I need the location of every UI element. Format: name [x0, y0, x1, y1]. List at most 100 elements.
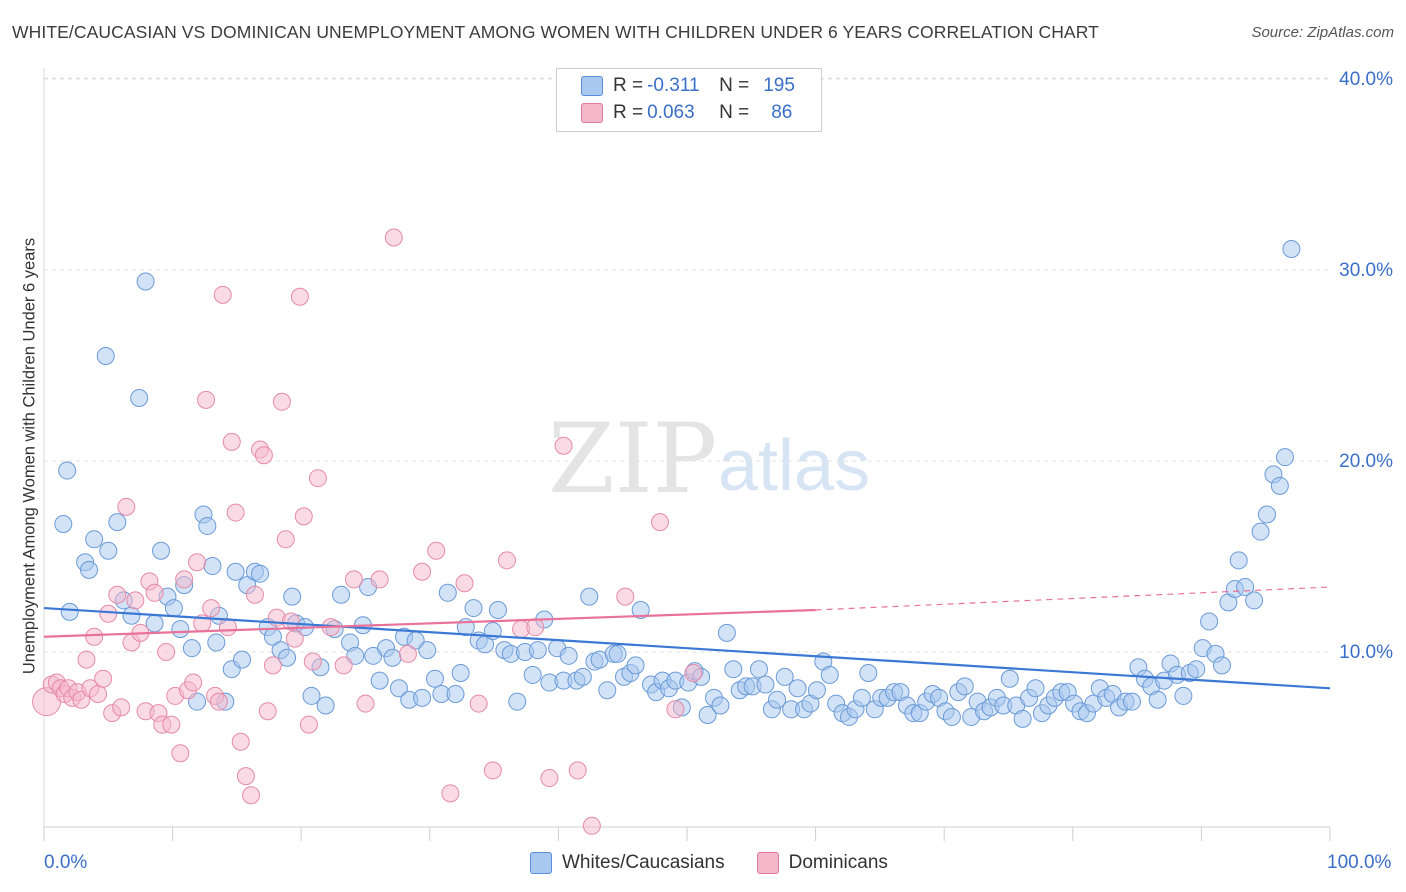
dominicans-point	[188, 553, 207, 572]
legend-item-dominicans[interactable]: Dominicans	[756, 852, 888, 874]
whites-point	[711, 696, 730, 715]
dominicans-point	[231, 732, 250, 751]
whites-point	[820, 665, 839, 684]
r-label: R =	[613, 102, 644, 123]
whites-point	[316, 696, 335, 715]
whites-legend-label: Whites/Caucasians	[562, 852, 725, 873]
dominicans-trend-line	[43, 608, 816, 638]
whites-point	[152, 541, 171, 560]
dominicans-point	[281, 612, 300, 631]
dominicans-point	[290, 287, 309, 306]
dominicans-legend-label: Dominicans	[788, 852, 888, 873]
whites-point	[446, 685, 465, 704]
dominicans-point	[171, 744, 190, 763]
dominicans-point	[540, 769, 559, 788]
dominicans-point	[226, 503, 245, 522]
whites-point	[283, 587, 302, 606]
dominicans-point	[497, 551, 516, 570]
series-legend: Whites/Caucasians Dominicans	[530, 852, 920, 874]
dominicans-point	[441, 784, 460, 803]
dominicans-point	[684, 664, 703, 683]
whites-point	[130, 388, 149, 407]
dominicans-point	[554, 436, 573, 455]
whites-point	[425, 669, 444, 688]
dominicans-point	[263, 656, 282, 675]
dominicans-point	[469, 694, 488, 713]
whites-point	[1245, 591, 1264, 610]
r-value-whites: -0.311	[647, 75, 700, 96]
whites-point	[942, 707, 961, 726]
dominicans-point	[202, 599, 221, 618]
whites-point	[724, 660, 743, 679]
n-value-dominicans: 86	[771, 102, 793, 123]
dominicans-point	[650, 513, 669, 532]
dominicans-point	[258, 702, 277, 721]
whites-point	[788, 679, 807, 698]
dominicans-point	[209, 692, 228, 711]
dominicans-point	[175, 570, 194, 589]
legend-item-whites[interactable]: Whites/Caucasians	[530, 852, 725, 874]
dominicans-point	[89, 685, 108, 704]
whites-point	[278, 648, 297, 667]
whites-point	[852, 688, 871, 707]
whites-point	[251, 564, 270, 583]
y-tick-label: 20.0%	[1339, 451, 1393, 472]
dominicans-point	[299, 715, 318, 734]
whites-point	[626, 656, 645, 675]
whites-swatch	[581, 76, 603, 96]
whites-point	[717, 623, 736, 642]
whites-point	[1200, 612, 1219, 631]
whites-point	[207, 633, 226, 652]
whites-point	[768, 690, 787, 709]
y-tick-label: 10.0%	[1339, 642, 1393, 663]
dominicans-point	[455, 574, 474, 593]
legend-row-dominicans: R = 0.063 N = 86	[581, 100, 792, 126]
whites-point	[198, 516, 217, 535]
dominicans-point	[356, 694, 375, 713]
whites-point	[302, 686, 321, 705]
dominicans-point	[162, 715, 181, 734]
whites-point	[955, 677, 974, 696]
whites-point	[164, 599, 183, 618]
dominicans-point	[666, 700, 685, 719]
whites-point	[750, 660, 769, 679]
dominicans-point	[616, 587, 635, 606]
dominicans-point	[294, 507, 313, 526]
whites-point	[418, 641, 437, 660]
dominicans-point	[334, 656, 353, 675]
whites-point	[559, 646, 578, 665]
correlation-legend: R = -0.311 N = 195 R = 0.063 N = 86	[556, 68, 822, 132]
dominicans-point	[218, 618, 237, 637]
x-tick-label-max: 100.0%	[1327, 852, 1392, 873]
whites-point	[573, 667, 592, 686]
legend-row-whites: R = -0.311 N = 195	[581, 73, 795, 99]
dominicans-point	[483, 761, 502, 780]
whites-point	[1013, 709, 1032, 728]
whites-point	[108, 513, 127, 532]
dominicans-point	[308, 469, 327, 488]
dominicans-swatch	[581, 103, 603, 123]
y-tick-label: 30.0%	[1339, 260, 1393, 281]
n-label: N =	[719, 75, 750, 96]
dominicans-point	[303, 652, 322, 671]
n-value-whites: 195	[763, 75, 795, 96]
whites-point	[859, 664, 878, 683]
dominicans-point	[384, 228, 403, 247]
whites-point	[1122, 692, 1141, 711]
dominicans-point	[276, 530, 295, 549]
whites-point	[1251, 522, 1270, 541]
dominicans-point	[582, 816, 601, 835]
whites-point	[96, 346, 115, 365]
dominicans-point	[145, 583, 164, 602]
dominicans-point	[272, 392, 291, 411]
whites-point	[233, 650, 252, 669]
whites-point	[1000, 669, 1019, 688]
dominicans-point	[184, 673, 203, 692]
dominicans-point	[108, 585, 127, 604]
dominicans-point	[413, 562, 432, 581]
dominicans-point	[370, 570, 389, 589]
whites-point	[775, 667, 794, 686]
whites-point	[370, 671, 389, 690]
dominicans-point	[526, 618, 545, 637]
whites-point	[182, 639, 201, 658]
